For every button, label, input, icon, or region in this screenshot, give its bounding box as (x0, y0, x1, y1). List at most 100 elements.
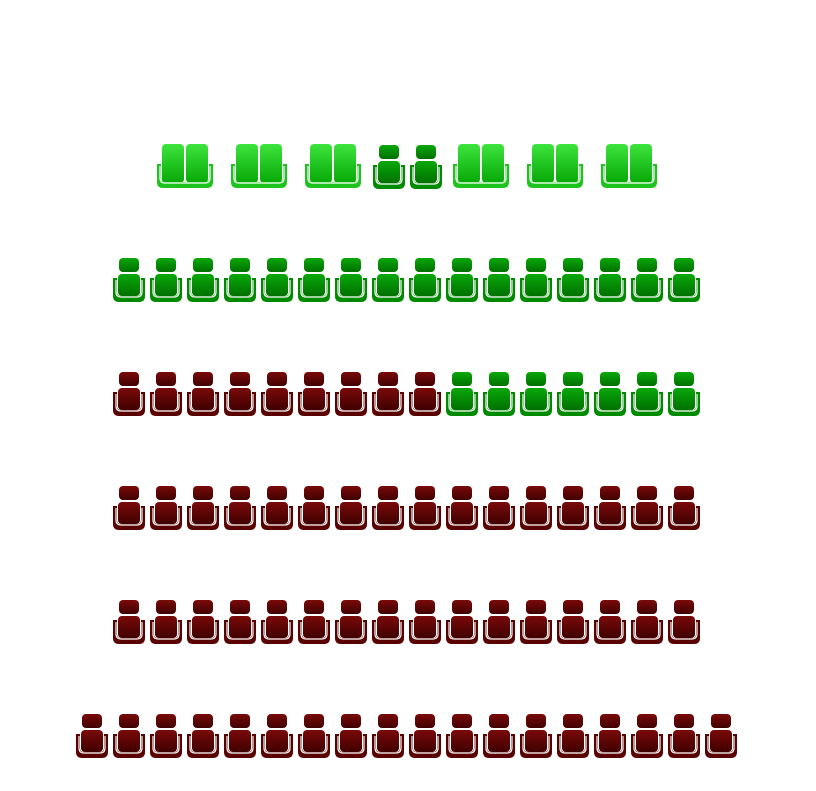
seat-available-dark[interactable] (446, 372, 478, 416)
seat-sold[interactable] (446, 600, 478, 644)
seat-headrest (489, 600, 509, 614)
seat-available-dark[interactable] (483, 258, 515, 302)
seat-sold[interactable] (483, 714, 515, 758)
seat-sold[interactable] (335, 714, 367, 758)
seat-sold[interactable] (594, 486, 626, 530)
seat-sold[interactable] (520, 714, 552, 758)
seat-sold[interactable] (298, 600, 330, 644)
seat-sold[interactable] (261, 600, 293, 644)
seat-available-dark[interactable] (557, 258, 589, 302)
seat-sold[interactable] (483, 486, 515, 530)
seat-sold[interactable] (520, 486, 552, 530)
seat-available-dark[interactable] (335, 258, 367, 302)
seat-sold[interactable] (409, 372, 441, 416)
seat-sold[interactable] (446, 486, 478, 530)
seat-sold[interactable] (409, 714, 441, 758)
seat-headrest (230, 714, 250, 728)
seat-sold[interactable] (150, 372, 182, 416)
seat-available-dark[interactable] (372, 258, 404, 302)
seat-sold[interactable] (668, 486, 700, 530)
seat-cushion (599, 388, 621, 410)
seat-sold[interactable] (150, 486, 182, 530)
seat-sold[interactable] (631, 714, 663, 758)
seat-sold[interactable] (557, 600, 589, 644)
seat-sold[interactable] (113, 372, 145, 416)
seat-couple-available[interactable] (231, 144, 287, 188)
seat-sold[interactable] (631, 600, 663, 644)
seat-sold[interactable] (668, 600, 700, 644)
seat-single-available-dark[interactable] (373, 145, 405, 189)
seat-couple-available[interactable] (527, 144, 583, 188)
seat-sold[interactable] (187, 486, 219, 530)
seat-available-dark[interactable] (483, 372, 515, 416)
seat-available-dark[interactable] (261, 258, 293, 302)
seat-sold[interactable] (187, 714, 219, 758)
seat-available-dark[interactable] (594, 258, 626, 302)
seat-sold[interactable] (705, 714, 737, 758)
seat-sold[interactable] (113, 486, 145, 530)
seat-sold[interactable] (150, 600, 182, 644)
seat-couple-available[interactable] (601, 144, 657, 188)
seat-sold[interactable] (483, 600, 515, 644)
seat-available-dark[interactable] (113, 258, 145, 302)
seat-sold[interactable] (298, 486, 330, 530)
seat-couple-available[interactable] (157, 144, 213, 188)
seat-sold[interactable] (224, 714, 256, 758)
seat-sold[interactable] (76, 714, 108, 758)
seat-sold[interactable] (668, 714, 700, 758)
seat-available-dark[interactable] (520, 372, 552, 416)
seat-available-dark[interactable] (520, 258, 552, 302)
seat-sold[interactable] (594, 714, 626, 758)
seat-sold[interactable] (372, 600, 404, 644)
seat-sold[interactable] (557, 714, 589, 758)
seat-sold[interactable] (557, 486, 589, 530)
seat-available-dark[interactable] (224, 258, 256, 302)
seat-available-dark[interactable] (668, 372, 700, 416)
seat-sold[interactable] (113, 600, 145, 644)
seat-sold[interactable] (224, 600, 256, 644)
seat-available-dark[interactable] (668, 258, 700, 302)
seat-sold[interactable] (335, 600, 367, 644)
seat-sold[interactable] (261, 486, 293, 530)
seat-sold[interactable] (113, 714, 145, 758)
seat-sold[interactable] (224, 486, 256, 530)
seat-headrest (637, 600, 657, 614)
seat-sold[interactable] (520, 600, 552, 644)
seat-sold[interactable] (446, 714, 478, 758)
seat-cushion (488, 388, 510, 410)
seat-sold[interactable] (187, 600, 219, 644)
seat-couple-available[interactable] (305, 144, 361, 188)
seat-sold[interactable] (298, 714, 330, 758)
seat-sold[interactable] (335, 372, 367, 416)
seat-sold[interactable] (631, 486, 663, 530)
seat-cushion (303, 388, 325, 410)
seat-sold[interactable] (594, 600, 626, 644)
seat-sold[interactable] (409, 486, 441, 530)
seat-sold[interactable] (261, 372, 293, 416)
seat-available-dark[interactable] (631, 372, 663, 416)
seat-sold[interactable] (335, 486, 367, 530)
seat-available-dark[interactable] (187, 258, 219, 302)
seat-available-dark[interactable] (631, 258, 663, 302)
seat-sold[interactable] (298, 372, 330, 416)
seat-sold[interactable] (150, 714, 182, 758)
seat-cushion (340, 274, 362, 296)
seat-available-dark[interactable] (298, 258, 330, 302)
seat-sold[interactable] (372, 486, 404, 530)
seat-sold[interactable] (261, 714, 293, 758)
seat-sold[interactable] (409, 600, 441, 644)
seat-available-dark[interactable] (409, 258, 441, 302)
seat-cushion (599, 616, 621, 638)
seat-single-available-dark[interactable] (410, 145, 442, 189)
seat-sold[interactable] (372, 372, 404, 416)
seat-available-dark[interactable] (557, 372, 589, 416)
seat-sold[interactable] (224, 372, 256, 416)
seat-couple-available[interactable] (453, 144, 509, 188)
seat-available-dark[interactable] (446, 258, 478, 302)
seat-sold[interactable] (372, 714, 404, 758)
seat-cushion (414, 730, 436, 752)
seat-sold[interactable] (187, 372, 219, 416)
seat-available-dark[interactable] (594, 372, 626, 416)
seat-cushion (451, 616, 473, 638)
seat-available-dark[interactable] (150, 258, 182, 302)
